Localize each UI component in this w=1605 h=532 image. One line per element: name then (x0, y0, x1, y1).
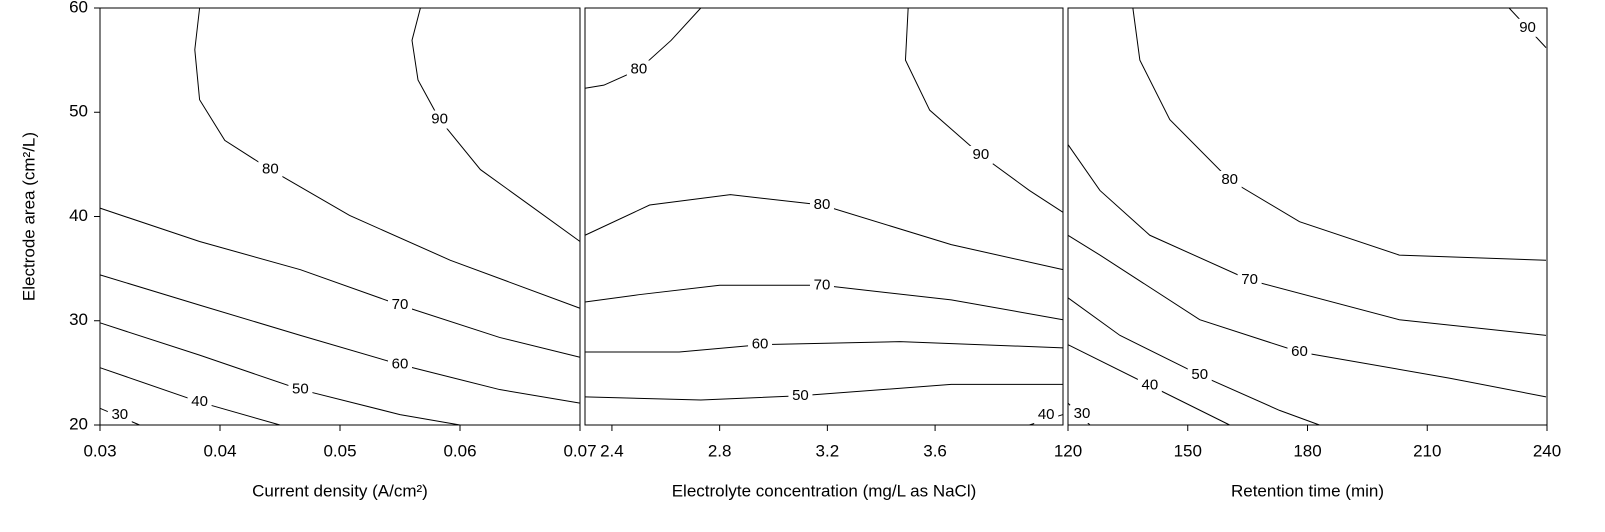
contour-label-bg (187, 393, 212, 412)
contour-label-bg (1137, 376, 1162, 395)
contour-label: 50 (292, 381, 309, 398)
x-tick-label: 0.07 (563, 441, 596, 460)
contour-label: 40 (191, 393, 208, 410)
contour-line (584, 284, 1064, 321)
contour-label: 80 (1221, 171, 1238, 188)
contour-label-bg (107, 406, 132, 424)
contour-label: 80 (631, 60, 648, 77)
contour-label-bg (809, 196, 834, 215)
x-tick-label: 0.03 (83, 441, 116, 460)
contour-label-bg (1287, 343, 1312, 362)
contour-label: 70 (392, 296, 409, 313)
contour-label: 40 (1141, 376, 1158, 393)
contour-line (1067, 234, 1547, 398)
contour-line (1067, 144, 1547, 336)
contour-line (584, 383, 1063, 401)
x-tick-label: 3.2 (816, 441, 840, 460)
contour-label: 50 (1191, 366, 1208, 383)
contour-label-bg (748, 335, 773, 354)
contour-label: 90 (973, 146, 990, 163)
contour-label-bg (1217, 171, 1242, 190)
x-tick-label: 2.8 (708, 441, 732, 460)
contour-label: 60 (752, 336, 769, 353)
x-tick-label: 2.4 (600, 441, 624, 460)
contour-line (1132, 7, 1547, 261)
contour-label: 90 (431, 111, 448, 128)
x-tick-label: 3.6 (923, 441, 947, 460)
contour-label-bg (1187, 365, 1212, 384)
contour-label-bg (968, 145, 993, 164)
contour-line (99, 322, 461, 426)
contour-line (904, 7, 1064, 213)
contour-label-bg (788, 386, 813, 405)
contour-label: 40 (1038, 406, 1055, 423)
contour-label-bg (1034, 406, 1059, 424)
y-tick-label: 50 (69, 102, 88, 121)
contour-label-bg (388, 296, 412, 315)
x-axis-title: Electrolyte concentration (mg/L as NaCl) (672, 481, 977, 500)
contour-label-bg (809, 276, 834, 295)
contour-label: 90 (1519, 19, 1536, 36)
y-tick-label: 40 (69, 206, 88, 225)
contour-label-bg (388, 355, 412, 374)
contour-label-bg (1070, 405, 1094, 424)
contour-line (584, 194, 1064, 271)
x-tick-label: 150 (1174, 441, 1202, 460)
contour-label: 60 (1291, 343, 1308, 360)
contour-label: 50 (792, 387, 809, 404)
x-tick-label: 0.05 (323, 441, 356, 460)
x-axis-title: Current density (A/cm²) (252, 481, 428, 500)
contour-label-bg (626, 60, 651, 79)
contour-label-bg (1515, 18, 1540, 37)
plot-frame (584, 7, 1064, 426)
contour-label: 60 (392, 356, 409, 373)
x-tick-label: 0.04 (203, 441, 236, 460)
contour-label: 80 (814, 196, 831, 213)
x-tick-label: 240 (1533, 441, 1561, 460)
contour-line (585, 341, 1064, 353)
contour-line (1067, 297, 1320, 426)
contour-label-bg (288, 380, 313, 399)
contour-label: 30 (1074, 405, 1091, 422)
contour-label: 70 (1241, 271, 1258, 288)
plot-frame (99, 7, 581, 426)
contour-line (99, 274, 581, 404)
contour-label: 30 (111, 406, 128, 423)
y-tick-label: 30 (69, 310, 88, 329)
x-tick-label: 210 (1413, 441, 1441, 460)
contour-label: 80 (262, 161, 279, 178)
contour-label: 70 (814, 276, 831, 293)
contour-label-bg (427, 110, 452, 129)
contour-label-bg (258, 160, 283, 179)
plot-frame (1067, 7, 1548, 426)
x-tick-label: 180 (1293, 441, 1321, 460)
x-tick-label: 120 (1054, 441, 1082, 460)
y-tick-label: 20 (69, 414, 88, 433)
x-tick-label: 0.06 (443, 441, 476, 460)
y-axis-title: Electrode area (cm²/L) (19, 132, 38, 301)
y-tick-label: 60 (69, 0, 88, 16)
x-axis-title: Retention time (min) (1231, 481, 1384, 500)
contour-line (194, 7, 581, 309)
contour-line (99, 207, 581, 358)
contour-label-bg (1237, 271, 1262, 290)
